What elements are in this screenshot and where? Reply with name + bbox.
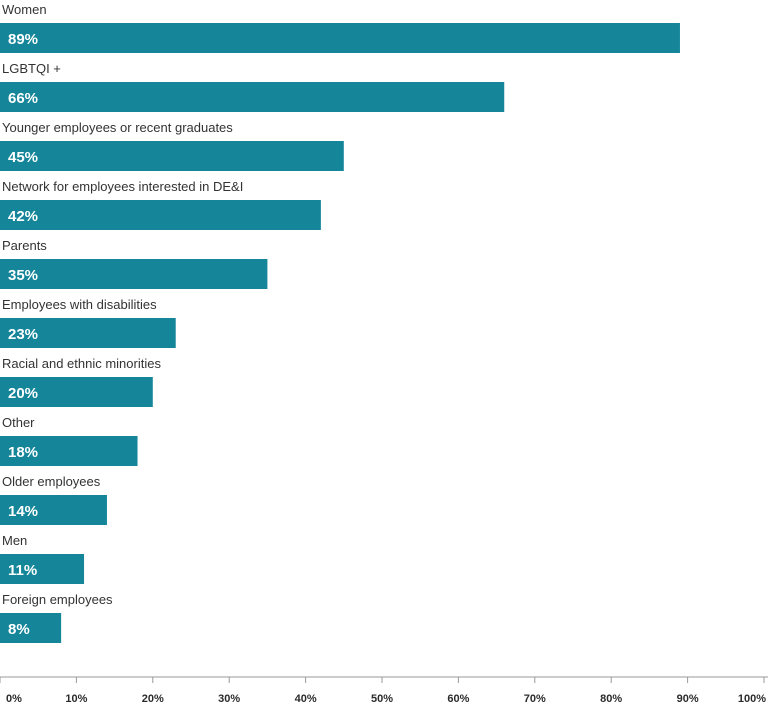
- category-label: Foreign employees: [2, 592, 113, 607]
- category-label: LGBTQI +: [2, 61, 61, 76]
- category-label: Other: [2, 415, 35, 430]
- bar: [0, 554, 85, 584]
- value-label: 14%: [8, 503, 38, 520]
- value-label: 20%: [8, 385, 38, 402]
- bar: [0, 200, 321, 230]
- x-tick-label: 30%: [218, 693, 240, 705]
- x-tick-label: 60%: [447, 693, 469, 705]
- category-label: Racial and ethnic minorities: [2, 356, 161, 371]
- value-label: 89%: [8, 31, 38, 48]
- bar: [0, 377, 153, 407]
- bar: [0, 82, 505, 112]
- value-label: 8%: [8, 621, 30, 638]
- x-tick-label: 0%: [6, 693, 22, 705]
- value-label: 18%: [8, 444, 38, 461]
- bar: [0, 613, 62, 643]
- x-tick-label: 70%: [524, 693, 546, 705]
- bar: [0, 318, 176, 348]
- x-tick-label: 50%: [371, 693, 393, 705]
- x-tick-label: 90%: [677, 693, 699, 705]
- x-tick-label: 80%: [600, 693, 622, 705]
- bar: [0, 495, 107, 525]
- value-label: 11%: [8, 562, 37, 579]
- x-tick-label: 100%: [738, 693, 766, 705]
- category-label: Women: [2, 2, 47, 17]
- bar: [0, 436, 138, 466]
- bar: [0, 141, 344, 171]
- value-label: 66%: [8, 90, 38, 107]
- category-label: Younger employees or recent graduates: [2, 120, 233, 135]
- value-label: 42%: [8, 208, 38, 225]
- value-label: 45%: [8, 149, 38, 166]
- category-label: Men: [2, 533, 27, 548]
- x-tick-label: 40%: [295, 693, 317, 705]
- category-label: Older employees: [2, 474, 101, 489]
- category-label: Employees with disabilities: [2, 297, 157, 312]
- x-tick-label: 10%: [65, 693, 87, 705]
- category-label: Parents: [2, 238, 47, 253]
- bar: [0, 23, 680, 53]
- value-label: 35%: [8, 267, 38, 284]
- bar: [0, 259, 268, 289]
- value-label: 23%: [8, 326, 38, 343]
- category-label: Network for employees interested in DE&I: [2, 179, 243, 194]
- x-tick-label: 20%: [142, 693, 164, 705]
